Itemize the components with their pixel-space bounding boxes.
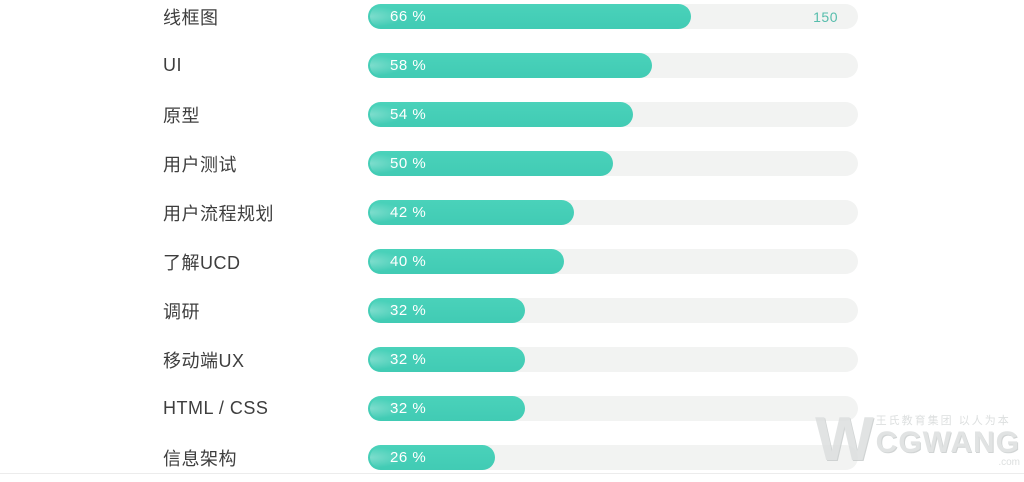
bar-category-label: 用户流程规划: [163, 203, 274, 224]
bar-track: 32 %: [368, 396, 858, 421]
bar-fill: 26 %: [368, 445, 496, 470]
bar-track: 42 %: [368, 200, 858, 225]
bar-percent-label: 32 %: [390, 302, 427, 319]
bar-category-label: 原型: [163, 105, 200, 126]
bar-row: 线框图 66 % 150: [0, 0, 1024, 41]
bar-track: 58 %: [368, 53, 858, 78]
bar-row: 用户测试 50 %: [0, 139, 1024, 188]
bar-row: UI 58 %: [0, 41, 1024, 90]
bar-category-label: 调研: [163, 301, 200, 322]
bar-percent-label: 40 %: [390, 253, 427, 270]
bar-category-label: 用户测试: [163, 154, 237, 175]
bar-track: 32 %: [368, 347, 858, 372]
bar-percent-label: 42 %: [390, 204, 427, 221]
bar-percent-label: 32 %: [390, 351, 427, 368]
bar-track: 54 %: [368, 102, 858, 127]
bar-track: 50 %: [368, 151, 858, 176]
bar-track: 66 % 150: [368, 4, 858, 29]
bar-category-label: 线框图: [163, 7, 219, 28]
bar-track: 40 %: [368, 249, 858, 274]
bar-fill: 66 %: [368, 4, 692, 29]
bar-fill: 32 %: [368, 298, 525, 323]
bar-row: 用户流程规划 42 %: [0, 188, 1024, 237]
bar-track: 32 %: [368, 298, 858, 323]
bar-fill: 40 %: [368, 249, 564, 274]
bar-fill: 54 %: [368, 102, 633, 127]
bar-percent-label: 54 %: [390, 106, 427, 123]
bar-percent-label: 26 %: [390, 449, 427, 466]
bar-row: 原型 54 %: [0, 90, 1024, 139]
bar-fill: 50 %: [368, 151, 613, 176]
bar-track: 26 %: [368, 445, 858, 470]
bar-fill: 32 %: [368, 347, 525, 372]
bar-percent-label: 66 %: [390, 8, 427, 25]
bar-percent-label: 50 %: [390, 155, 427, 172]
bar-row: 了解UCD 40 %: [0, 237, 1024, 286]
bar-category-label: HTML / CSS: [163, 398, 269, 418]
bar-annotation: 150: [813, 8, 838, 25]
bar-row: 信息架构 26 %: [0, 433, 1024, 482]
bar-row: 移动端UX 32 %: [0, 335, 1024, 384]
bar-category-label: 了解UCD: [163, 252, 241, 273]
bar-percent-label: 58 %: [390, 57, 427, 74]
bar-row: 调研 32 %: [0, 286, 1024, 335]
bar-row: HTML / CSS 32 %: [0, 384, 1024, 433]
bar-fill: 42 %: [368, 200, 574, 225]
bar-percent-label: 32 %: [390, 400, 427, 417]
bar-fill: 58 %: [368, 53, 653, 78]
bar-category-label: 信息架构: [163, 448, 237, 469]
bar-category-label: 移动端UX: [163, 350, 245, 371]
bar-category-label: UI: [163, 55, 182, 75]
bar-fill: 32 %: [368, 396, 525, 421]
